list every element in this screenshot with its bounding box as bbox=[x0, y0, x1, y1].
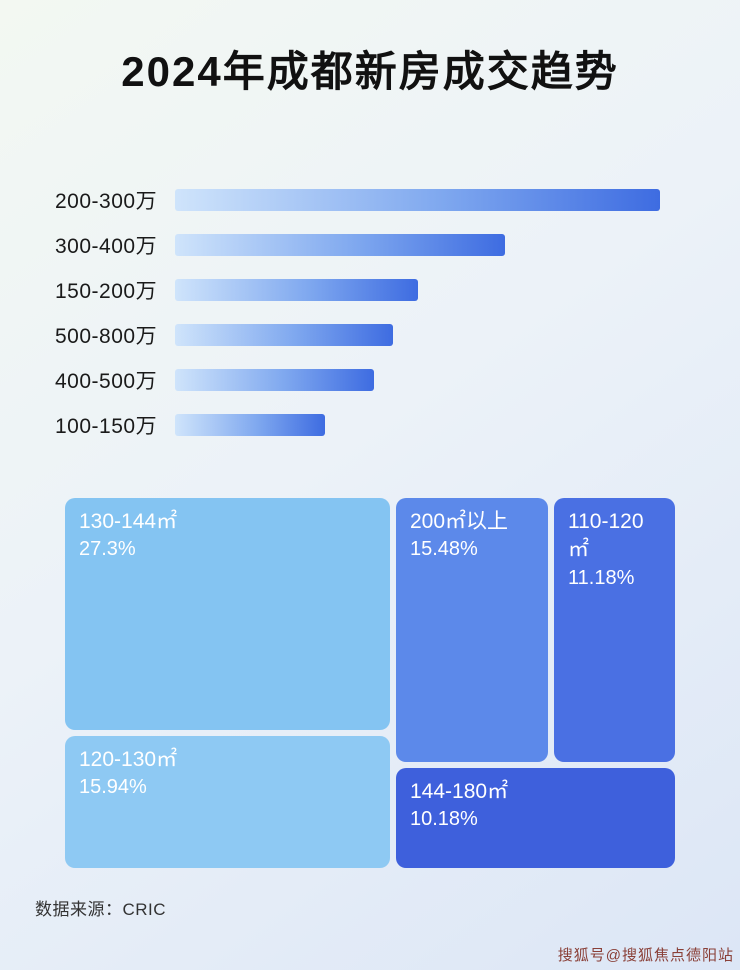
bar bbox=[175, 369, 374, 391]
bar-row: 100-150万 bbox=[55, 413, 685, 438]
treemap-block-value: 15.94% bbox=[79, 776, 147, 799]
bar-row: 300-400万 bbox=[55, 233, 685, 258]
treemap-block-label: 130-144㎡ bbox=[79, 510, 178, 533]
bar-category-label: 500-800万 bbox=[55, 325, 158, 348]
treemap-block-label: 110-120㎡ bbox=[568, 510, 644, 562]
bar-category-label: 300-400万 bbox=[55, 235, 158, 258]
bar-track bbox=[175, 189, 685, 211]
bar-track bbox=[175, 414, 685, 436]
bar-track bbox=[175, 369, 685, 391]
treemap-block-label: 200㎡以上 bbox=[410, 510, 509, 533]
bar bbox=[175, 324, 393, 346]
bar bbox=[175, 234, 505, 256]
bar-row: 200-300万 bbox=[55, 188, 685, 213]
bar-row: 500-800万 bbox=[55, 323, 685, 348]
bar bbox=[175, 279, 418, 301]
bar-category-label: 100-150万 bbox=[55, 415, 158, 438]
bar-track bbox=[175, 324, 685, 346]
treemap-block-value: 15.48% bbox=[410, 538, 478, 561]
treemap-block: 144-180㎡ 10.18% bbox=[396, 768, 675, 868]
area-band-treemap: 130-144㎡ 27.3% 120-130㎡ 15.94% 200㎡以上 15.48% 1… bbox=[65, 498, 675, 868]
data-source-label: 数据来源：CRIC bbox=[35, 900, 167, 919]
bar-track bbox=[175, 234, 685, 256]
bar-category-label: 200-300万 bbox=[55, 190, 158, 213]
bar-row: 400-500万 bbox=[55, 368, 685, 393]
treemap-block-value: 10.18% bbox=[410, 808, 478, 831]
treemap-block: 110-120㎡ 11.18% bbox=[554, 498, 675, 762]
page-title: 2024年成都新房成交趋势 bbox=[121, 48, 619, 95]
bar bbox=[175, 189, 660, 211]
treemap-block: 200㎡以上 15.48% bbox=[396, 498, 548, 762]
treemap-block: 120-130㎡ 15.94% bbox=[65, 736, 390, 868]
bar-track bbox=[175, 279, 685, 301]
treemap-block-value: 27.3% bbox=[79, 538, 136, 561]
treemap-block-label: 120-130㎡ bbox=[79, 748, 178, 771]
bar-category-label: 400-500万 bbox=[55, 370, 158, 393]
bar-category-label: 150-200万 bbox=[55, 280, 158, 303]
price-band-bar-chart: 200-300万 300-400万 150-200万 500-800万 400-500万… bbox=[55, 188, 685, 438]
watermark-label: 搜狐号@搜狐焦点德阳站 bbox=[557, 947, 734, 964]
treemap-block-label: 144-180㎡ bbox=[410, 780, 509, 803]
bar-row: 150-200万 bbox=[55, 278, 685, 303]
treemap-block: 130-144㎡ 27.3% bbox=[65, 498, 390, 730]
treemap-block-value: 11.18% bbox=[568, 566, 635, 589]
bar bbox=[175, 414, 325, 436]
